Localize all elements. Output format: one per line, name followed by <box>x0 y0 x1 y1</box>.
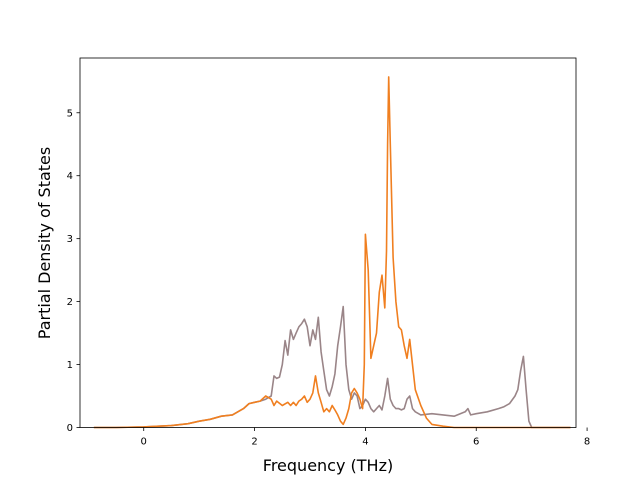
x-axis-ticks: 0 2 4 6 8 <box>141 427 590 448</box>
x-tick-label: 4 <box>362 437 368 448</box>
y-tick-label: 1 <box>67 360 73 371</box>
y-axis-ticks: 0 1 2 3 4 5 <box>67 108 80 434</box>
plot-frame <box>79 57 577 428</box>
series-line-2 <box>93 76 571 429</box>
y-tick-label: 4 <box>67 171 73 182</box>
y-tick-label: 0 <box>67 423 73 434</box>
series-layer <box>93 76 571 429</box>
y-tick-label: 3 <box>67 234 73 245</box>
x-tick-label: 8 <box>584 437 590 448</box>
x-axis-label: Frequency (THz) <box>263 456 393 475</box>
y-tick-label: 2 <box>67 297 73 308</box>
y-axis-label: Partial Density of States <box>35 147 54 339</box>
series-line-1 <box>93 305 571 429</box>
x-tick-label: 2 <box>251 437 257 448</box>
x-tick-label: 0 <box>141 437 147 448</box>
y-tick-label: 5 <box>67 108 73 119</box>
x-tick-label: 6 <box>473 437 479 448</box>
